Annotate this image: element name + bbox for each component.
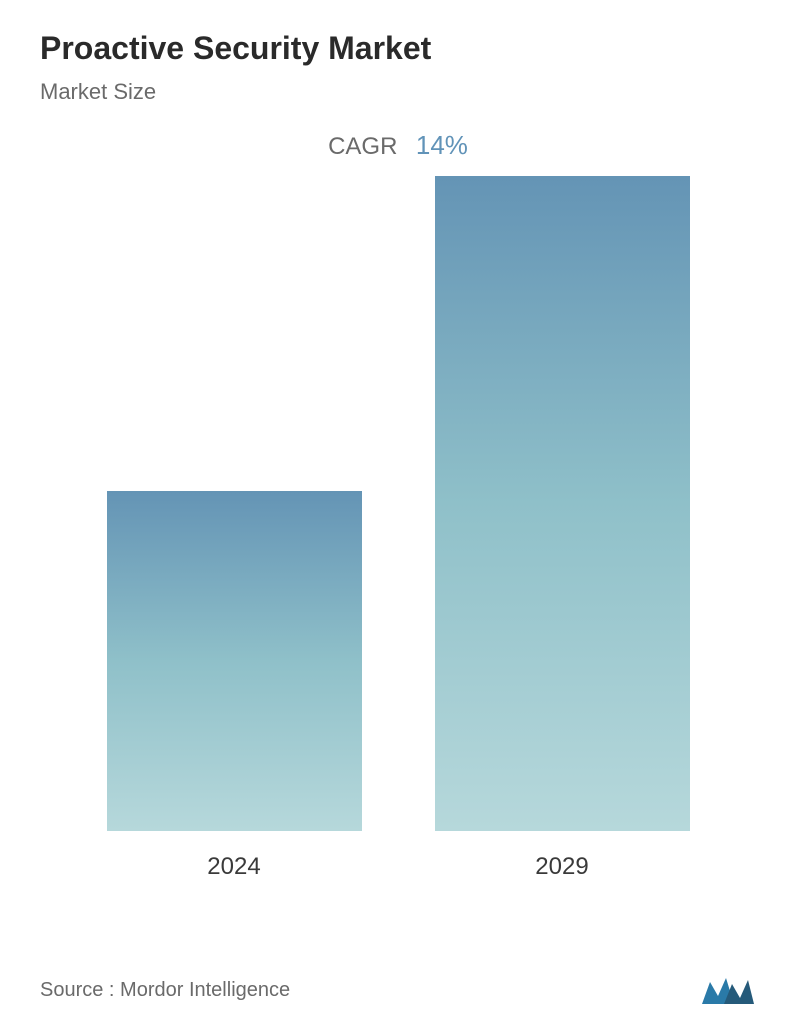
bar-group: 2024 xyxy=(107,491,362,881)
cagr-label: CAGR xyxy=(328,133,397,160)
bar-2029 xyxy=(435,176,690,831)
bar-group: 2029 xyxy=(435,176,690,881)
mordor-logo-icon xyxy=(700,974,756,1006)
bar-chart: 2024 2029 xyxy=(40,201,756,881)
bar-label: 2029 xyxy=(535,853,588,881)
source-text: Source : Mordor Intelligence xyxy=(40,979,290,1002)
page-subtitle: Market Size xyxy=(40,79,756,105)
bar-2024 xyxy=(107,491,362,831)
bar-label: 2024 xyxy=(207,853,260,881)
cagr-row: CAGR 14% xyxy=(40,130,756,161)
footer: Source : Mordor Intelligence xyxy=(40,974,756,1006)
cagr-value: 14% xyxy=(416,130,468,160)
page-title: Proactive Security Market xyxy=(40,30,756,67)
